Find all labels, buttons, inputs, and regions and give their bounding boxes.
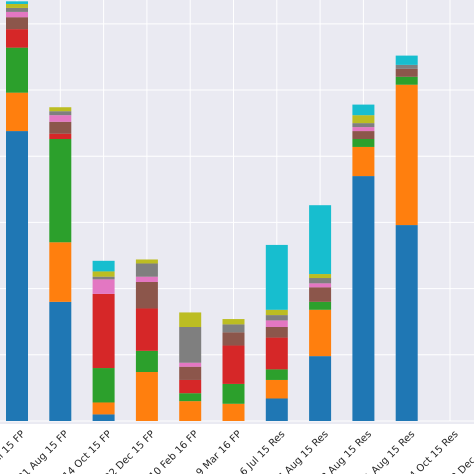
bar-segment-8-1 bbox=[352, 146, 375, 177]
bar-segment-1-6 bbox=[49, 111, 72, 116]
bar-segment-8-5 bbox=[352, 127, 375, 132]
bar-segment-5-4 bbox=[222, 332, 245, 346]
bar-segment-7-2 bbox=[309, 301, 332, 310]
bar-segment-1-7 bbox=[49, 107, 72, 112]
bar-segment-6-6 bbox=[265, 315, 288, 321]
bar-segment-2-1 bbox=[92, 402, 115, 415]
bar-segment-6-0 bbox=[265, 398, 288, 421]
bar-segment-7-8 bbox=[309, 205, 332, 275]
bar-segment-7-0 bbox=[309, 356, 332, 421]
bar-segment-9-8 bbox=[395, 55, 418, 65]
bar-segment-0-6 bbox=[6, 7, 28, 12]
bar-segment-3-2 bbox=[135, 350, 158, 373]
bar-segment-8-7 bbox=[352, 115, 375, 124]
bar-segment-8-4 bbox=[352, 131, 375, 140]
bar-segment-8-8 bbox=[352, 104, 375, 116]
bar-segment-3-7 bbox=[135, 259, 158, 264]
bar-segment-1-3 bbox=[49, 133, 72, 140]
bar-segment-2-0 bbox=[92, 414, 115, 421]
bar-segment-5-6 bbox=[222, 324, 245, 333]
bar-segment-0-1 bbox=[6, 92, 28, 132]
bar-segment-0-0 bbox=[6, 131, 28, 421]
bar-segment-2-2 bbox=[92, 368, 115, 403]
bar-segment-5-2 bbox=[222, 383, 245, 404]
bar-segment-2-3 bbox=[92, 293, 115, 369]
x-tick-label-6: 6 Jul 15 Res bbox=[238, 429, 287, 474]
bar-segment-5-3 bbox=[222, 345, 245, 384]
x-tick-label-0: Jul 15 FP bbox=[0, 429, 28, 468]
bar-segment-4-2 bbox=[179, 393, 202, 402]
bar-segment-8-0 bbox=[352, 176, 375, 421]
bar-segment-4-4 bbox=[179, 366, 202, 380]
bar-segment-7-7 bbox=[309, 274, 332, 279]
bar-segment-0-5 bbox=[6, 11, 28, 18]
bar-segment-0-3 bbox=[6, 29, 28, 48]
bar-segment-3-1 bbox=[135, 372, 158, 421]
bar-segment-8-6 bbox=[352, 123, 375, 128]
bar-segment-9-6 bbox=[395, 64, 418, 69]
bar-segment-6-3 bbox=[265, 337, 288, 370]
bar-segment-9-1 bbox=[395, 84, 418, 226]
bar-segment-6-5 bbox=[265, 320, 288, 328]
bar-segment-1-1 bbox=[49, 242, 72, 302]
bar-segment-9-2 bbox=[395, 76, 418, 85]
bar-segment-4-5 bbox=[179, 362, 202, 367]
bar-segment-5-7 bbox=[222, 319, 245, 325]
bar-segment-7-5 bbox=[309, 283, 332, 288]
bars bbox=[6, 1, 418, 421]
bar-segment-9-4 bbox=[395, 68, 418, 77]
bar-segment-4-1 bbox=[179, 401, 202, 421]
bar-segment-1-5 bbox=[49, 115, 72, 122]
bar-segment-2-8 bbox=[92, 260, 115, 272]
bar-segment-0-8 bbox=[6, 1, 28, 4]
x-tick-label-5: 9 Mar 16 FP bbox=[194, 429, 244, 474]
bar-segment-4-6 bbox=[179, 327, 202, 363]
bar-segment-9-0 bbox=[395, 225, 418, 421]
bar-segment-1-2 bbox=[49, 139, 72, 243]
bar-segment-2-5 bbox=[92, 279, 115, 294]
bar-segment-0-7 bbox=[6, 3, 28, 8]
bar-segment-7-4 bbox=[309, 287, 332, 302]
bar-segment-0-4 bbox=[6, 17, 28, 30]
bar-segment-2-7 bbox=[92, 271, 115, 277]
bar-segment-6-1 bbox=[265, 379, 288, 399]
bar-segment-8-2 bbox=[352, 139, 375, 147]
bar-segment-6-4 bbox=[265, 327, 288, 338]
bar-segment-6-8 bbox=[265, 244, 288, 310]
bar-segment-3-3 bbox=[135, 308, 158, 351]
bar-segment-3-5 bbox=[135, 276, 158, 282]
bar-segment-7-6 bbox=[309, 278, 332, 284]
bar-segment-6-2 bbox=[265, 369, 288, 380]
bar-segment-3-4 bbox=[135, 281, 158, 309]
bar-segment-6-7 bbox=[265, 309, 288, 316]
bar-segment-7-1 bbox=[309, 309, 332, 357]
bar-segment-3-6 bbox=[135, 263, 158, 277]
bar-segment-5-1 bbox=[222, 403, 245, 421]
bar-segment-1-4 bbox=[49, 121, 72, 134]
bar-segment-4-3 bbox=[179, 379, 202, 394]
bar-segment-0-2 bbox=[6, 47, 28, 93]
bar-segment-4-7 bbox=[179, 312, 202, 328]
bar-segment-2-6 bbox=[92, 276, 115, 280]
bar-segment-1-0 bbox=[49, 301, 72, 421]
